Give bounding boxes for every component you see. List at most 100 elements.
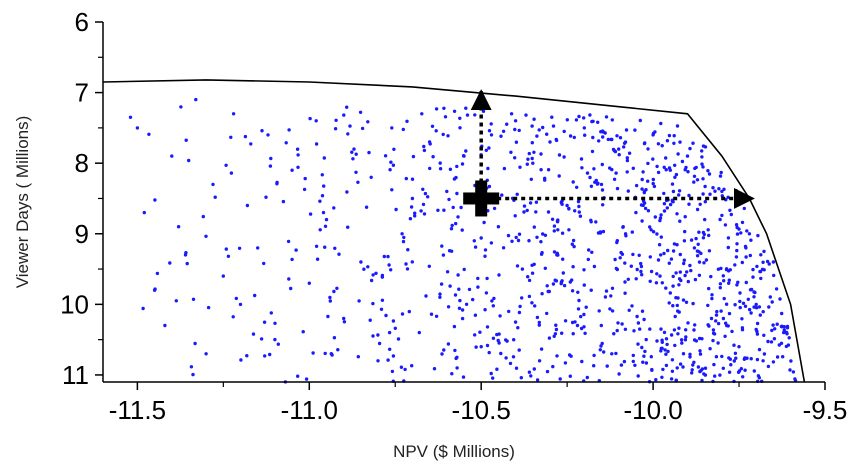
data-point bbox=[721, 366, 725, 370]
data-point bbox=[354, 170, 358, 174]
data-point bbox=[693, 323, 697, 327]
data-point bbox=[337, 252, 341, 256]
data-point bbox=[499, 351, 503, 356]
data-point bbox=[489, 371, 493, 376]
data-point bbox=[520, 267, 525, 271]
data-point bbox=[449, 249, 454, 253]
data-point bbox=[693, 166, 697, 171]
data-point bbox=[580, 166, 584, 170]
data-point bbox=[571, 180, 575, 184]
data-point bbox=[662, 191, 666, 196]
data-point bbox=[669, 333, 674, 337]
data-point bbox=[659, 213, 663, 217]
data-point bbox=[576, 307, 581, 311]
data-point bbox=[256, 246, 260, 250]
data-point bbox=[303, 176, 307, 181]
data-point bbox=[320, 194, 325, 198]
data-point bbox=[703, 184, 707, 189]
data-point bbox=[651, 177, 655, 182]
data-point bbox=[191, 372, 195, 377]
data-point bbox=[484, 148, 488, 152]
data-point bbox=[685, 270, 689, 274]
data-point bbox=[522, 204, 527, 208]
data-point bbox=[698, 349, 702, 353]
data-point bbox=[678, 252, 682, 257]
data-point bbox=[584, 305, 588, 309]
data-point bbox=[720, 194, 724, 198]
data-point bbox=[176, 225, 181, 229]
data-point bbox=[680, 341, 684, 345]
data-point bbox=[430, 124, 435, 128]
data-point bbox=[614, 351, 618, 356]
data-point bbox=[761, 359, 765, 363]
data-point bbox=[718, 282, 723, 286]
data-point bbox=[578, 214, 583, 218]
data-point bbox=[487, 350, 491, 355]
data-point bbox=[610, 167, 614, 172]
data-point bbox=[189, 365, 194, 369]
data-point bbox=[582, 312, 586, 317]
data-point bbox=[646, 179, 650, 183]
data-point bbox=[389, 160, 393, 164]
data-point bbox=[229, 171, 234, 175]
data-point bbox=[404, 176, 408, 181]
data-point bbox=[644, 361, 649, 365]
data-point bbox=[537, 359, 542, 363]
data-point bbox=[711, 186, 715, 190]
data-point bbox=[696, 365, 701, 369]
data-point bbox=[738, 299, 742, 304]
data-point bbox=[504, 356, 508, 360]
data-point bbox=[649, 355, 653, 359]
data-point bbox=[732, 359, 736, 363]
data-point bbox=[231, 315, 235, 319]
data-point bbox=[672, 242, 677, 246]
data-point bbox=[583, 331, 587, 335]
data-point bbox=[715, 309, 719, 314]
x-axis-ticks: -11.5 -11.0 -10.5 -10.0 -9.5 bbox=[109, 382, 847, 425]
data-point bbox=[529, 177, 533, 181]
data-point bbox=[591, 119, 595, 124]
data-point bbox=[711, 338, 715, 343]
data-point bbox=[685, 154, 690, 158]
data-point bbox=[561, 257, 565, 261]
data-point bbox=[408, 217, 413, 221]
data-point bbox=[609, 294, 613, 298]
data-point bbox=[499, 134, 503, 138]
data-point bbox=[673, 343, 677, 348]
data-point bbox=[732, 343, 736, 347]
data-point bbox=[626, 189, 630, 193]
data-point bbox=[147, 132, 151, 136]
data-point bbox=[734, 189, 738, 193]
data-point bbox=[726, 195, 730, 199]
data-point bbox=[664, 156, 668, 160]
data-point bbox=[655, 339, 659, 343]
data-point bbox=[687, 202, 691, 206]
data-point bbox=[734, 255, 739, 259]
data-point bbox=[680, 159, 685, 164]
data-point bbox=[623, 291, 627, 295]
data-point bbox=[387, 330, 392, 335]
data-point bbox=[517, 310, 522, 315]
data-point bbox=[712, 362, 716, 367]
data-point bbox=[315, 257, 320, 261]
data-point bbox=[634, 183, 639, 188]
data-point bbox=[432, 367, 437, 371]
data-point bbox=[560, 279, 564, 283]
data-point bbox=[396, 337, 401, 341]
data-point bbox=[513, 156, 517, 160]
data-point bbox=[541, 232, 545, 236]
data-point bbox=[720, 213, 724, 218]
data-point bbox=[410, 196, 415, 201]
data-point bbox=[575, 323, 580, 328]
data-point bbox=[491, 336, 496, 340]
data-point bbox=[648, 225, 652, 229]
data-point bbox=[516, 238, 521, 243]
data-point bbox=[323, 245, 327, 249]
data-point bbox=[594, 220, 598, 224]
data-point bbox=[662, 202, 667, 206]
data-point bbox=[684, 328, 688, 332]
y-tick-label: 7 bbox=[75, 78, 89, 108]
data-point bbox=[445, 270, 450, 274]
data-point bbox=[201, 214, 205, 219]
